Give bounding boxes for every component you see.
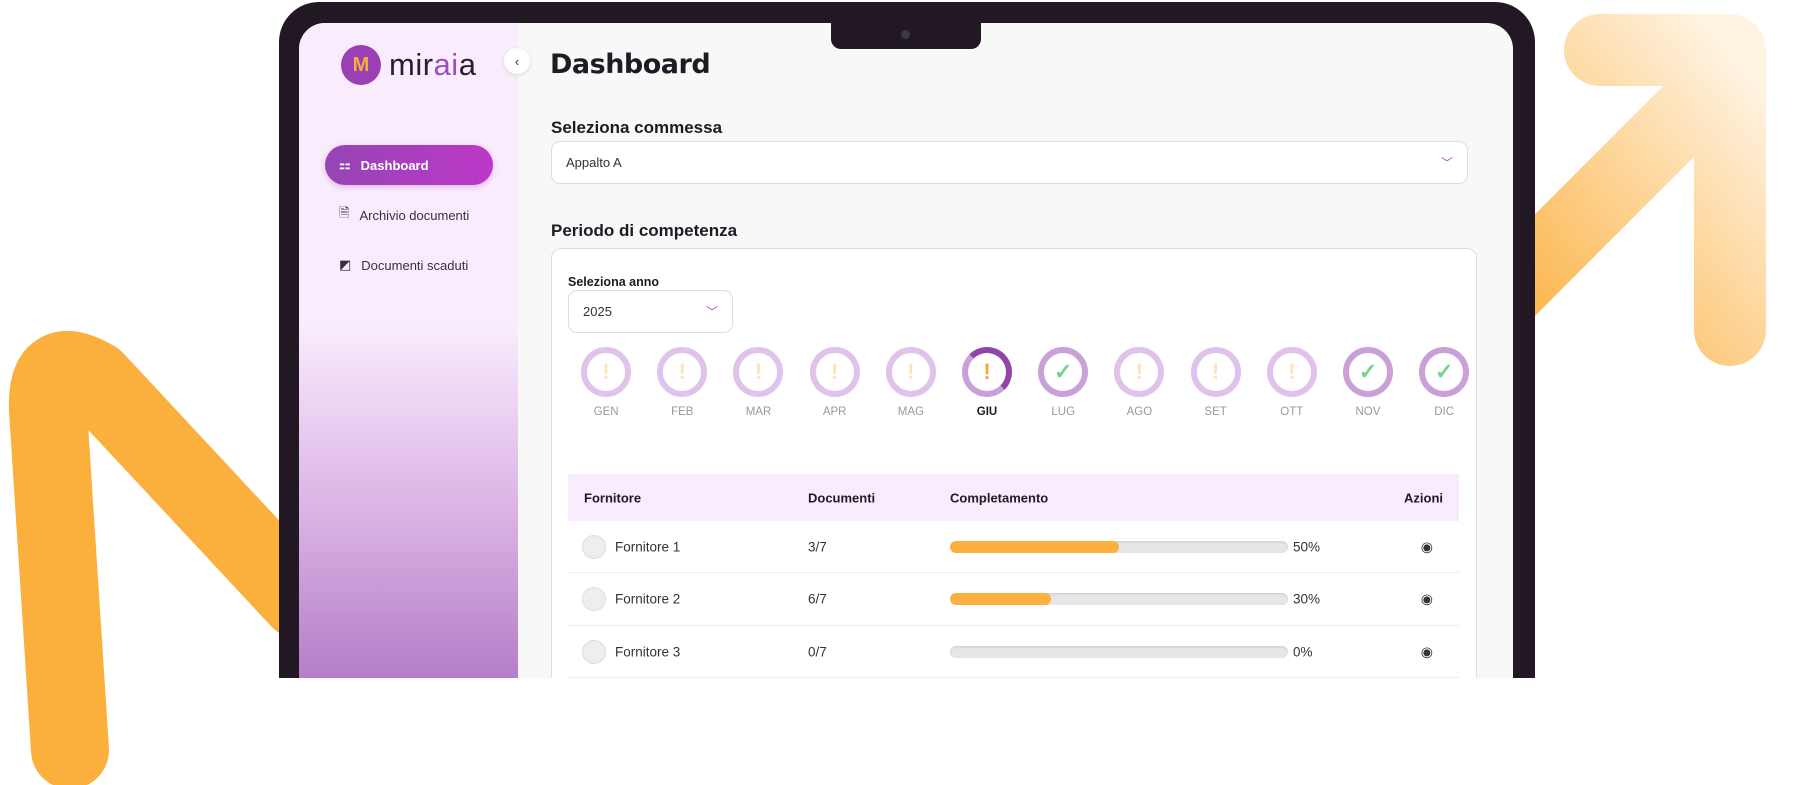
year-select[interactable]: 2025 ﹀ bbox=[568, 290, 733, 333]
expired-document-icon: ◩ bbox=[339, 257, 352, 272]
month-nov[interactable]: ✓ NOV bbox=[1330, 347, 1406, 418]
sidebar-item-scaduti[interactable]: ◩ Documenti scaduti bbox=[339, 257, 469, 273]
commessa-select[interactable]: Appalto A ﹀ bbox=[551, 141, 1468, 184]
table-row: Fornitore 1 3/7 50% ◉ bbox=[568, 521, 1459, 573]
month-ott[interactable]: ! OTT bbox=[1254, 347, 1330, 418]
completion-bar bbox=[950, 645, 1288, 658]
sidebar: M miraia ⚏ Dashboard 🗎 Archivio documenti … bbox=[299, 23, 518, 678]
warning-icon: ! bbox=[885, 347, 936, 397]
eye-icon[interactable]: ◉ bbox=[1420, 590, 1433, 607]
month-set[interactable]: ! SET bbox=[1178, 347, 1254, 418]
month-apr[interactable]: ! APR bbox=[797, 347, 873, 418]
warning-icon: ! bbox=[1114, 347, 1165, 397]
chevron-down-icon: ﹀ bbox=[1440, 156, 1453, 170]
month-selector: ! GEN! FEB! MAR! APR! MAG! GIU ✓ LUG! AGO! SET! OTT… bbox=[568, 347, 1482, 418]
supplier-avatar bbox=[582, 534, 606, 559]
completion-fill bbox=[950, 540, 1119, 553]
completion-bar bbox=[950, 540, 1288, 553]
eye-icon[interactable]: ◉ bbox=[1420, 538, 1433, 554]
warning-icon: ! bbox=[1266, 347, 1317, 397]
month-ago[interactable]: ! AGO bbox=[1101, 347, 1177, 418]
warning-icon: ! bbox=[581, 347, 632, 397]
eye-icon[interactable]: ◉ bbox=[1420, 643, 1433, 659]
warning-icon: ! bbox=[657, 347, 708, 397]
table-row: Fornitore 3 0/7 0% ◉ bbox=[568, 626, 1459, 678]
table-row: Fornitore 2 6/7 30% ◉ bbox=[568, 574, 1459, 626]
collapse-sidebar-button[interactable]: ‹ bbox=[504, 48, 530, 74]
month-gen[interactable]: ! GEN bbox=[568, 347, 644, 418]
laptop-frame: M miraia ⚏ Dashboard 🗎 Archivio documenti … bbox=[279, 2, 1535, 678]
page-title: Dashboard bbox=[550, 49, 711, 80]
month-mar[interactable]: ! MAR bbox=[720, 347, 796, 418]
periodo-card: Seleziona anno 2025 ﹀ ! GEN! FEB! MAR! APR! MA… bbox=[551, 248, 1477, 678]
month-dic[interactable]: ✓ DIC bbox=[1406, 347, 1482, 418]
chevron-down-icon: ﹀ bbox=[705, 305, 718, 319]
periodo-label: Periodo di competenza bbox=[551, 221, 738, 240]
sidebar-item-archivio[interactable]: 🗎 Archivio documenti bbox=[325, 195, 493, 235]
month-feb[interactable]: ! FEB bbox=[644, 347, 720, 418]
supplier-avatar bbox=[582, 639, 606, 664]
warning-icon: ! bbox=[962, 347, 1013, 397]
document-icon: 🗎 bbox=[339, 205, 350, 220]
left-arrow-shape bbox=[8, 331, 339, 785]
completion-fill bbox=[950, 593, 1052, 605]
warning-icon: ! bbox=[733, 347, 784, 397]
logo-mark: M bbox=[341, 45, 381, 85]
month-mag[interactable]: ! MAG bbox=[873, 347, 949, 418]
warning-icon: ! bbox=[809, 347, 860, 397]
table-header: Fornitore Documenti Completamento Azioni bbox=[568, 474, 1459, 521]
camera-notch bbox=[831, 23, 981, 49]
main-content: Dashboard Seleziona commessa Appalto A ﹀ … bbox=[518, 23, 1513, 678]
year-label: Seleziona anno bbox=[568, 275, 659, 289]
sidebar-item-dashboard[interactable]: ⚏ Dashboard bbox=[325, 145, 493, 185]
supplier-avatar bbox=[582, 587, 606, 611]
commessa-label: Seleziona commessa bbox=[551, 118, 723, 137]
check-icon: ✓ bbox=[1419, 347, 1470, 397]
chevron-left-icon: ‹ bbox=[514, 53, 520, 69]
check-icon: ✓ bbox=[1342, 347, 1393, 397]
warning-icon: ! bbox=[1190, 347, 1241, 397]
month-giu[interactable]: ! GIU bbox=[949, 347, 1025, 418]
completion-bar bbox=[950, 593, 1288, 605]
check-icon: ✓ bbox=[1038, 347, 1089, 397]
right-arrow-shape bbox=[1464, 14, 1766, 366]
grid-icon: ⚏ bbox=[339, 157, 351, 172]
app-screen: M miraia ⚏ Dashboard 🗎 Archivio documenti … bbox=[299, 23, 1513, 678]
logo: M miraia bbox=[341, 45, 476, 85]
month-lug[interactable]: ✓ LUG bbox=[1025, 347, 1101, 418]
